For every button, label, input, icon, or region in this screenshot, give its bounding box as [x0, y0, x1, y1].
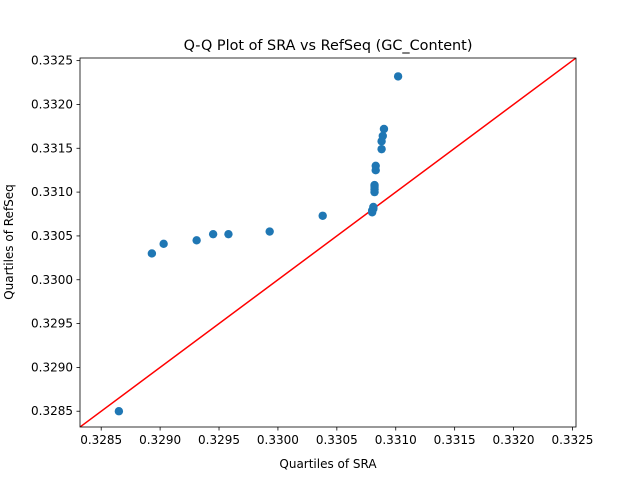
x-tick-label: 0.3320 [493, 433, 535, 447]
x-tick-label: 0.3300 [257, 433, 299, 447]
data-point [371, 161, 380, 171]
y-axis-label: Quartiles of RefSeq [2, 184, 16, 300]
data-point [318, 211, 327, 220]
data-point [265, 227, 274, 236]
y-tick-label: 0.3300 [31, 273, 73, 287]
reference-line [80, 58, 576, 427]
x-axis-ticks: 0.3285 0.3290 0.3295 0.3300 0.3305 0.3310 0.33… [80, 427, 593, 447]
chart-title: Q-Q Plot of SRA vs RefSeq (GC_Content) [184, 38, 473, 54]
y-tick-label: 0.3295 [31, 317, 73, 331]
x-axis-label: Quartiles of SRA [279, 457, 377, 471]
data-point [208, 229, 218, 239]
x-tick-label: 0.3310 [375, 433, 417, 447]
data-point [378, 131, 387, 141]
y-tick-label: 0.3325 [31, 54, 73, 68]
y-tick-label: 0.3285 [31, 404, 73, 418]
y-tick-label: 0.3310 [31, 185, 73, 199]
data-point [369, 202, 378, 212]
x-tick-label: 0.3285 [80, 433, 122, 447]
data-point [147, 249, 157, 258]
x-tick-label: 0.3315 [434, 433, 476, 447]
x-tick-label: 0.3295 [198, 433, 240, 447]
y-tick-label: 0.3290 [31, 360, 73, 374]
data-point [192, 236, 201, 245]
data-point [159, 239, 168, 249]
x-tick-label: 0.3325 [551, 433, 593, 447]
axes-frame [79, 57, 577, 428]
x-tick-label: 0.3290 [139, 433, 181, 447]
data-point [393, 72, 403, 81]
data-point [377, 144, 386, 154]
data-point [379, 124, 389, 134]
data-point [224, 229, 233, 239]
x-tick-label: 0.3305 [316, 433, 358, 447]
y-tick-label: 0.3320 [31, 97, 73, 111]
reference-line-layer [80, 58, 576, 427]
y-tick-label: 0.3305 [31, 229, 73, 243]
y-tick-label: 0.3315 [31, 141, 73, 155]
y-axis-ticks: 0.3285 0.3290 0.3295 0.3300 0.3305 0.3310 0.33… [31, 54, 80, 418]
data-point [370, 180, 379, 190]
points-layer [114, 72, 403, 416]
plot-area [79, 57, 577, 428]
data-point [114, 407, 124, 416]
